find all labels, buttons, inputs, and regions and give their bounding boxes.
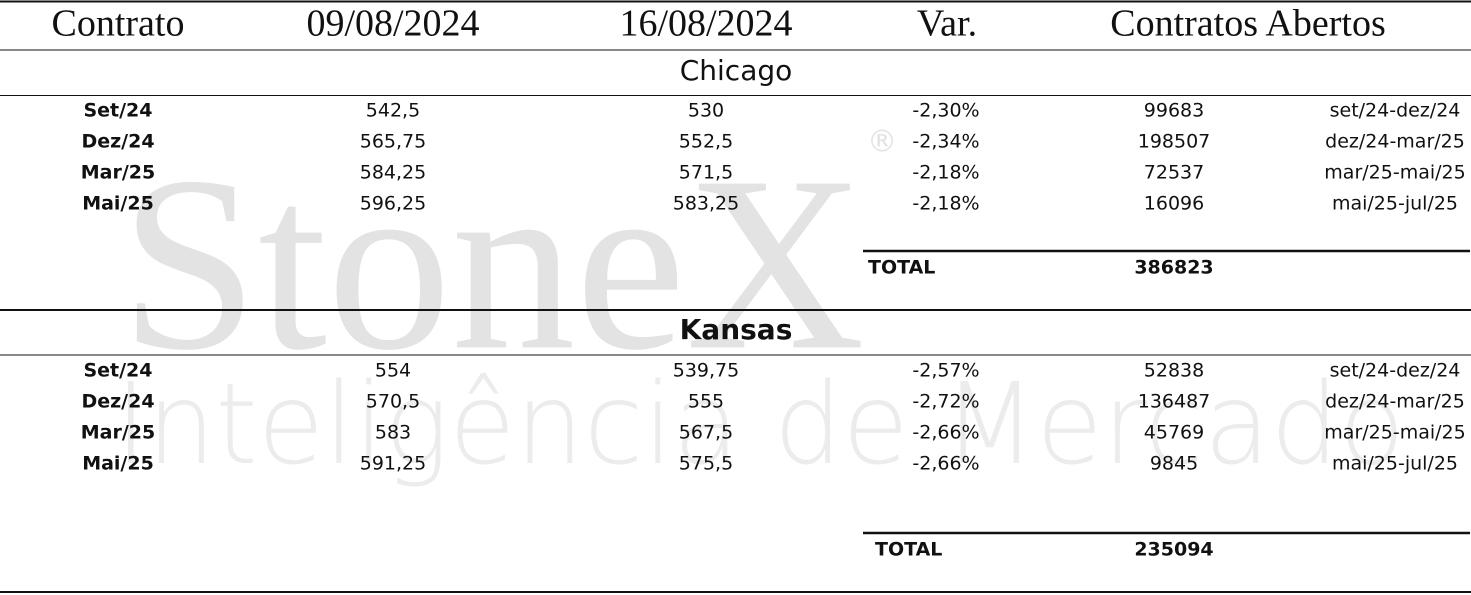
cell: mai/25-jul/25	[1332, 193, 1458, 215]
column-header: Var.	[917, 3, 977, 45]
cell: -2,30%	[912, 100, 979, 122]
cell: 565,75	[360, 131, 426, 153]
cell: Dez/24	[81, 391, 154, 413]
total-label: TOTAL	[875, 539, 942, 561]
cell: mai/25-jul/25	[1332, 453, 1458, 475]
column-header: Contratos Abertos	[1110, 3, 1385, 45]
cell: -2,34%	[912, 131, 979, 153]
cell: 584,25	[360, 162, 426, 184]
watermark-brand: StoneX	[120, 125, 865, 402]
column-header: Contrato	[52, 3, 185, 45]
section-title: Chicago	[680, 54, 793, 87]
cell: Mar/25	[81, 422, 155, 444]
total-label: TOTAL	[868, 257, 935, 279]
cell: -2,72%	[912, 391, 979, 413]
cell: 198507	[1138, 131, 1211, 153]
cell: mar/25-mai/25	[1324, 162, 1465, 184]
cell: 16096	[1144, 193, 1204, 215]
cell: Mai/25	[82, 453, 154, 475]
cell: 9845	[1150, 453, 1198, 475]
cell: 591,25	[360, 453, 426, 475]
cell: 72537	[1144, 162, 1204, 184]
cell: 583	[375, 422, 411, 444]
cell: dez/24-mar/25	[1325, 131, 1465, 153]
section-title: Kansas	[680, 313, 793, 346]
cell: -2,57%	[912, 360, 979, 382]
cell: 99683	[1144, 100, 1204, 122]
cell: 52838	[1144, 360, 1204, 382]
cell: 567,5	[679, 422, 733, 444]
column-header: 16/08/2024	[619, 3, 792, 45]
cell: Set/24	[83, 100, 152, 122]
watermark-mark: ®	[867, 125, 897, 160]
cell: Dez/24	[81, 131, 154, 153]
cell: 555	[688, 391, 724, 413]
cell: dez/24-mar/25	[1325, 391, 1465, 413]
column-header: 09/08/2024	[306, 3, 479, 45]
cell: 552,5	[679, 131, 733, 153]
cell: -2,18%	[912, 193, 979, 215]
cell: Mai/25	[82, 193, 154, 215]
cell: 575,5	[679, 453, 733, 475]
cell: -2,66%	[912, 453, 979, 475]
cell: Set/24	[83, 360, 152, 382]
cell: 542,5	[366, 100, 420, 122]
cell: 570,5	[366, 391, 420, 413]
cell: 571,5	[679, 162, 733, 184]
cell: 596,25	[360, 193, 426, 215]
cell: 539,75	[673, 360, 739, 382]
cell: 530	[688, 100, 724, 122]
cell: -2,66%	[912, 422, 979, 444]
cell: 136487	[1138, 391, 1211, 413]
total-value: 235094	[1134, 539, 1213, 561]
cell: 554	[375, 360, 411, 382]
cell: set/24-dez/24	[1330, 100, 1461, 122]
cell: -2,18%	[912, 162, 979, 184]
cell: set/24-dez/24	[1330, 360, 1461, 382]
watermark-tagline: Inteligência de Mercado	[115, 360, 1405, 490]
cell: Mar/25	[81, 162, 155, 184]
cell: 45769	[1144, 422, 1204, 444]
total-value: 386823	[1134, 257, 1213, 279]
cell: mar/25-mai/25	[1324, 422, 1465, 444]
cell: 583,25	[673, 193, 739, 215]
